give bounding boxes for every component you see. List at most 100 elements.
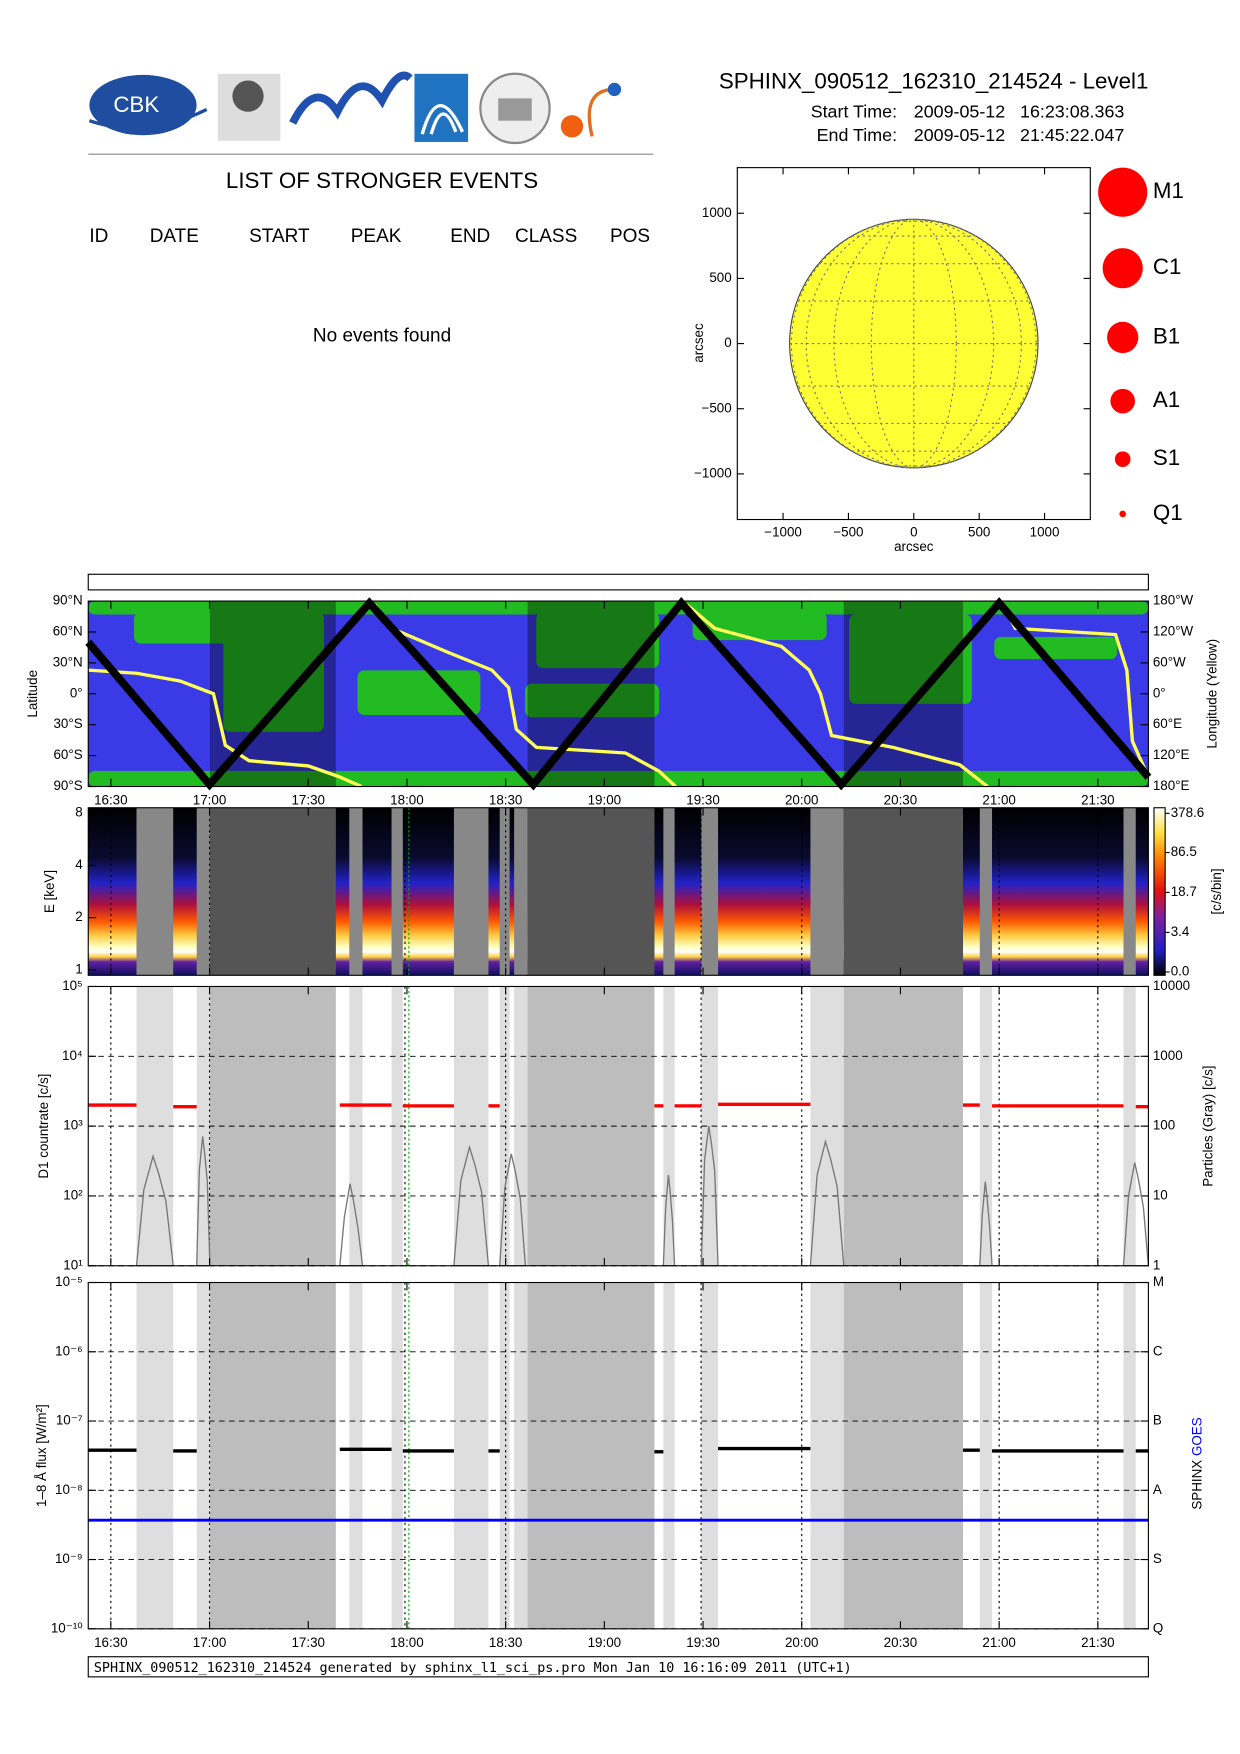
data-gap xyxy=(1123,807,1136,976)
x-tick-label: 1000 xyxy=(1030,524,1060,539)
sphinx-label: SPHINX xyxy=(1189,1460,1204,1510)
column-header: POS xyxy=(610,226,650,247)
class-label: Q1 xyxy=(1153,500,1183,525)
y-tick-label: 180°W xyxy=(1153,593,1194,608)
logos: CBK xyxy=(88,71,622,145)
x-tick-label: 19:00 xyxy=(588,1635,622,1650)
report-title: SPHINX_090512_162310_214524 - Level1 xyxy=(719,69,1149,94)
x-tick-label: 17:30 xyxy=(291,1635,325,1650)
end-label: End Time: xyxy=(817,125,897,145)
y-tick-label: 10⁻⁹ xyxy=(55,1551,83,1566)
x-tick-label: 20:00 xyxy=(785,1635,819,1650)
class-label: M1 xyxy=(1153,178,1184,203)
logo-portrait-head xyxy=(232,80,264,112)
data-gap xyxy=(453,807,489,976)
x-tick-label: 16:30 xyxy=(94,1635,128,1650)
y-tick-label: C xyxy=(1153,1343,1163,1358)
particle-zone xyxy=(692,612,827,641)
x-tick-label: 19:30 xyxy=(686,1635,720,1650)
x-tick-label: 500 xyxy=(968,524,990,539)
x-tick-label: 17:00 xyxy=(193,793,227,808)
x-tick-label: 21:00 xyxy=(982,793,1016,808)
logo-s xyxy=(587,87,615,137)
class-marker xyxy=(1098,167,1148,217)
x-tick-label: 20:00 xyxy=(785,793,819,808)
y-tick-label: 30°S xyxy=(53,716,82,731)
data-gap xyxy=(391,1282,403,1629)
y-tick-label: 10¹ xyxy=(63,1257,83,1272)
data-gap xyxy=(979,1282,993,1629)
data-gap xyxy=(1123,1282,1136,1629)
y-axis-label: E [keV] xyxy=(42,870,57,913)
y-tick-label: 120°W xyxy=(1153,624,1194,639)
y-tick-label: 1 xyxy=(1153,1257,1160,1272)
longitude-line xyxy=(88,600,1150,789)
y-tick-label: 10⁻⁷ xyxy=(56,1413,83,1428)
class-marker xyxy=(1107,321,1139,354)
logo-sun xyxy=(560,115,584,138)
data-gap xyxy=(391,986,403,1266)
end-value: 2009-05-12 21:45:22.047 xyxy=(914,125,1125,145)
particle-zone xyxy=(849,614,972,704)
data-gap xyxy=(663,807,675,976)
y-tick-label: 60°S xyxy=(53,747,82,762)
x-tick-label: 21:00 xyxy=(982,1635,1016,1650)
colorbar-label: 3.4 xyxy=(1171,924,1190,939)
data-gap xyxy=(514,1282,528,1629)
data-gap xyxy=(527,807,655,976)
class-marker xyxy=(1102,248,1143,289)
particle-zone xyxy=(88,601,1149,615)
x-tick-label: 20:30 xyxy=(884,1635,918,1650)
particle-zone xyxy=(223,625,324,732)
class-label: B1 xyxy=(1153,323,1180,348)
class-marker xyxy=(1119,510,1127,518)
x-tick-label: 19:00 xyxy=(588,793,622,808)
y-tick-label: 500 xyxy=(709,270,731,285)
y2-axis-label: SPHINX GOES xyxy=(1189,1417,1204,1509)
data-gap xyxy=(527,1282,655,1629)
data-gap xyxy=(499,807,510,976)
data-gap xyxy=(453,1282,489,1629)
data-gap xyxy=(843,1282,964,1629)
column-header: END xyxy=(450,226,490,247)
start-label: Start Time: xyxy=(811,102,897,122)
data-gap xyxy=(514,807,528,976)
logo-text: CBK xyxy=(113,92,159,117)
y-tick-label: 10⁵ xyxy=(62,978,82,993)
y-tick-label: 120°E xyxy=(1153,747,1190,762)
y-tick-label: 1000 xyxy=(1153,1048,1183,1063)
start-value: 2009-05-12 16:23:08.363 xyxy=(914,102,1125,122)
y-tick-label: 10⁻⁶ xyxy=(55,1343,82,1358)
events-message: No events found xyxy=(313,325,451,346)
y-tick-label: 10³ xyxy=(63,1118,83,1133)
data-gap xyxy=(499,1282,510,1629)
logo-arc xyxy=(420,103,465,135)
logo-cbk xyxy=(89,74,197,136)
y-tick-label: 10⁻¹⁰ xyxy=(51,1620,83,1635)
data-gap xyxy=(843,807,964,976)
data-gap xyxy=(810,1282,844,1629)
y-tick-label: 1000 xyxy=(702,205,732,220)
particle-zone xyxy=(994,636,1118,660)
y-tick-label: B xyxy=(1153,1413,1162,1428)
y-axis-label: Latitude xyxy=(25,670,40,718)
colorbar xyxy=(1153,807,1166,976)
y-tick-label: −1000 xyxy=(694,465,732,480)
sun-meridian xyxy=(805,218,1022,469)
data-gap xyxy=(663,986,675,1266)
y-tick-label: 0° xyxy=(1153,685,1166,700)
panel-frame xyxy=(87,807,1149,976)
y-tick-label: 8 xyxy=(75,805,82,820)
colorbar-title: [c/s/bin] xyxy=(1209,868,1224,914)
y-tick-label: 100 xyxy=(1153,1118,1175,1133)
y-tick-label: 2 xyxy=(75,909,82,924)
panel-frame xyxy=(87,1281,1149,1630)
y-tick-label: 10⁻⁵ xyxy=(55,1274,83,1289)
data-gap xyxy=(209,807,336,976)
sun-meridian xyxy=(870,218,957,469)
y-tick-label: S xyxy=(1153,1551,1162,1566)
panel-frame xyxy=(87,985,1149,1267)
x-tick-label: 0 xyxy=(910,524,917,539)
x-tick-label: 18:30 xyxy=(489,793,523,808)
data-gap xyxy=(196,807,210,976)
